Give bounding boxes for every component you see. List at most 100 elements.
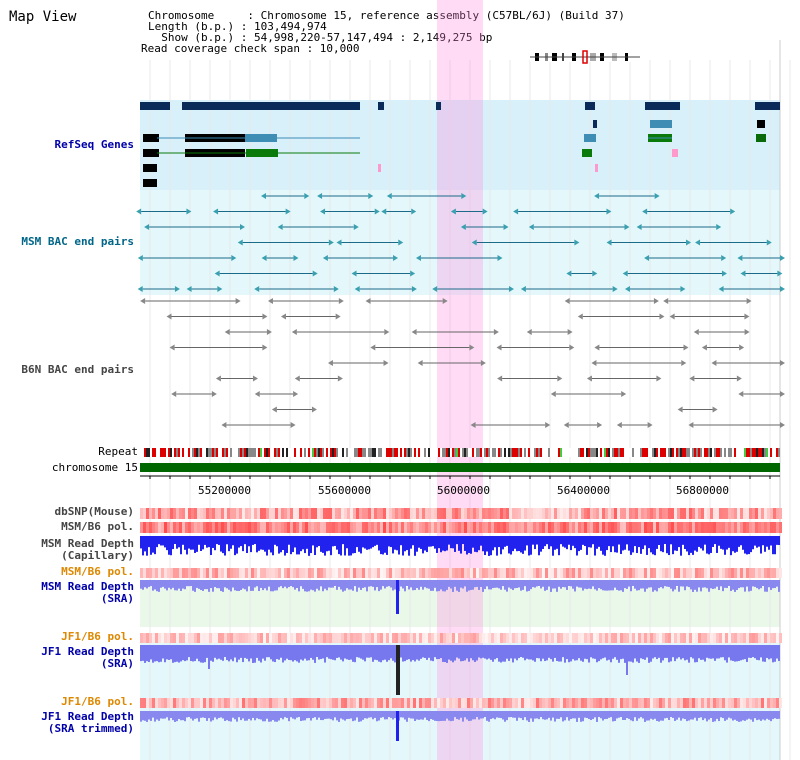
msm-sra-depth-bar [422, 580, 424, 590]
jf1-trim-depth-bar [170, 711, 172, 718]
repeat-element [544, 448, 546, 457]
track-label-refseq-genes[interactable]: RefSeq Genes [54, 138, 134, 151]
msm-b6-pol-sra-cell [173, 568, 176, 578]
repeat-element [308, 448, 310, 457]
dbsnp-cell [740, 508, 743, 519]
msm-sra-depth-bar [346, 580, 348, 589]
msm-sra-depth-bar [488, 580, 490, 590]
msm-capillary-depth-bar [696, 536, 698, 552]
coverage-span-line: Read coverage check span : 10,000 [141, 42, 360, 55]
msm-capillary-depth-bar [158, 536, 160, 545]
msm-sra-depth-bar [258, 580, 260, 591]
msm-b6-pol-cell [701, 522, 704, 533]
jf1-trim-depth-bar [750, 711, 752, 720]
msm-capillary-depth-bar [758, 536, 760, 547]
repeat-element [516, 448, 518, 457]
repeat-element [360, 448, 362, 457]
jf1-b6-pol-cell [404, 633, 407, 643]
msm-sra-depth-bar [304, 580, 306, 592]
track-label-b6n-bac[interactable]: B6N BAC end pairs [21, 363, 134, 376]
msm-sra-depth-bar [704, 580, 706, 588]
msm-b6-pol-sra-cell [719, 568, 722, 578]
msm-b6-pol-sra-cell [191, 568, 194, 578]
b6n-bac-end [659, 313, 665, 320]
jf1-trim-depth-bar [656, 711, 658, 721]
msm-b6-pol-sra-cell [158, 568, 161, 578]
repeat-element [344, 448, 346, 457]
jf1-b6-pol-cell [155, 633, 158, 643]
track-label-msm-b6-pol-sra[interactable]: MSM/B6 pol. [61, 565, 134, 578]
jf1-sra-depth-bar [320, 645, 322, 660]
track-label-dbsnp[interactable]: dbSNP(Mouse) [54, 505, 134, 518]
jf1-sra-depth-bar [498, 645, 500, 662]
msm-sra-depth-bar [548, 580, 550, 587]
msm-b6-pol-cell [506, 522, 509, 533]
b6n-bac-end [417, 360, 423, 366]
track-label-jf1-depth-trimmed[interactable]: JF1 Read Depth (SRA trimmed) [41, 710, 134, 735]
jf1-b6-pol-sra-cell [719, 698, 722, 708]
jf1-b6-pol-sra-cell [638, 698, 641, 708]
msm-sra-depth-bar [232, 580, 234, 588]
jf1-b6-pol-cell [227, 633, 230, 643]
repeat-element [628, 448, 630, 457]
jf1-sra-depth-bar [424, 645, 426, 658]
msm-capillary-depth-bar [320, 536, 322, 552]
msm-sra-depth-bar [428, 580, 430, 589]
jf1-sra-depth-bar [214, 645, 216, 658]
msm-sra-depth-bar [696, 580, 698, 592]
jf1-trim-depth-bar [422, 711, 424, 720]
jf1-sra-depth-bar [216, 645, 218, 660]
jf1-b6-pol-sra-cell [320, 698, 323, 708]
dbsnp-cell [554, 508, 557, 519]
track-label-jf1-b6-pol[interactable]: JF1/B6 pol. [61, 630, 134, 643]
jf1-sra-depth-bar [384, 645, 386, 660]
jf1-sra-depth-bar [652, 645, 654, 659]
refseq-gene [595, 164, 598, 172]
msm-b6-pol-cell [227, 522, 230, 533]
msm-sra-depth-bar [184, 580, 186, 590]
msm-b6-pol-sra-cell [155, 568, 158, 578]
jf1-b6-pol-sra-cell [440, 698, 443, 708]
dbsnp-cell [512, 508, 515, 519]
track-label-msm-depth-sra[interactable]: MSM Read Depth (SRA) [41, 580, 134, 605]
msm-b6-pol-sra-cell [608, 568, 611, 578]
jf1-b6-pol-cell [194, 633, 197, 643]
track-label-jf1-depth-sra[interactable]: JF1 Read Depth (SRA) [41, 645, 134, 670]
msm-sra-depth-bar [618, 580, 620, 591]
repeat-element [236, 448, 238, 457]
repeat-element [152, 448, 154, 457]
msm-b6-pol-sra-cell [344, 568, 347, 578]
jf1-b6-pol-sra-cell [245, 698, 248, 708]
msm-b6-pol-cell [512, 522, 515, 533]
jf1-b6-pol-sra-cell [665, 698, 668, 708]
msm-b6-pol-cell [344, 522, 347, 533]
track-label-jf1-b6-pol-2[interactable]: JF1/B6 pol. [61, 695, 134, 708]
jf1-sra-depth-bar [632, 645, 634, 663]
jf1-trim-depth-bar [394, 711, 396, 719]
track-label-msm-bac[interactable]: MSM BAC end pairs [21, 235, 134, 248]
track-label-msm-b6-pol[interactable]: MSM/B6 pol. [61, 520, 134, 533]
msm-sra-depth-bar [460, 580, 462, 588]
msm-sra-depth-bar [736, 580, 738, 591]
jf1-b6-pol-sra-cell [305, 698, 308, 708]
jf1-trim-depth-bar [534, 711, 536, 719]
jf1-b6-pol-sra-cell [371, 698, 374, 708]
msm-sra-depth-bar [290, 580, 292, 587]
msm-b6-pol-cell [500, 522, 503, 533]
repeat-element [746, 448, 748, 457]
jf1-sra-depth-bar [338, 645, 340, 658]
jf1-trim-depth-bar [682, 711, 684, 719]
repeat-element [174, 448, 176, 457]
refseq-gene [582, 149, 592, 157]
repeat-element [574, 448, 576, 457]
msm-sra-depth-bar [442, 580, 444, 592]
jf1-sra-depth-bar [532, 645, 534, 661]
jf1-b6-pol-sra-cell [161, 698, 164, 708]
msm-b6-pol-cell [161, 522, 164, 533]
jf1-sra-depth-bar [336, 645, 338, 658]
track-label-msm-depth-capillary[interactable]: MSM Read Depth (Capillary) [41, 537, 134, 562]
jf1-sra-depth-bar [710, 645, 712, 659]
msm-b6-pol-sra-cell [410, 568, 413, 578]
jf1-b6-pol-sra-cell [728, 698, 731, 708]
